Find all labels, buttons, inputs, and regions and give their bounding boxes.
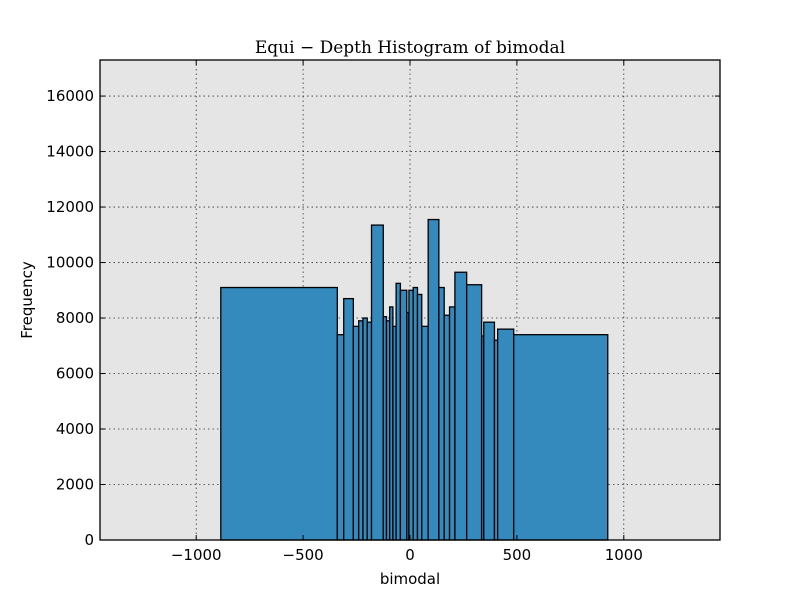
y-tick-label: 4000 <box>56 420 94 438</box>
x-tick-label: 500 <box>503 546 532 564</box>
histogram-bar <box>343 297 354 541</box>
histogram-bar <box>497 328 515 541</box>
histogram-bar <box>483 321 496 541</box>
x-tick-label: 1000 <box>605 546 643 564</box>
y-tick-label: 10000 <box>46 254 94 272</box>
y-tick-label: 2000 <box>56 476 94 494</box>
histogram-bar <box>454 271 468 541</box>
y-tick-label: 0 <box>84 531 94 549</box>
histogram-bar <box>352 325 360 541</box>
histogram-bar <box>399 289 408 541</box>
x-tick-label: −500 <box>283 546 324 564</box>
y-tick-label: 8000 <box>56 309 94 327</box>
histogram-bar <box>443 314 451 541</box>
x-tick-label: 0 <box>405 546 415 564</box>
histogram-bar <box>438 286 445 541</box>
y-tick-label: 16000 <box>46 87 94 105</box>
y-tick-label: 6000 <box>56 365 94 383</box>
chart-title: Equi − Depth Histogram of bimodal <box>255 38 565 58</box>
histogram-bar <box>466 284 483 541</box>
histogram-bar <box>421 325 429 541</box>
y-axis-label: Frequency <box>18 261 36 339</box>
x-tick-label: −1000 <box>171 546 222 564</box>
histogram-bar <box>220 286 338 541</box>
histogram-bar <box>427 218 440 541</box>
histogram-bar <box>513 334 609 541</box>
ticks: −1000 −500 0 500 100002000400060008000100001… <box>46 60 720 564</box>
x-axis-label: bimodal <box>380 570 440 588</box>
y-tick-label: 14000 <box>46 143 94 161</box>
histogram-bar <box>370 224 384 541</box>
histogram-bar <box>336 334 345 541</box>
histogram-bar <box>448 306 456 541</box>
y-tick-label: 12000 <box>46 198 94 216</box>
bars <box>220 218 609 541</box>
